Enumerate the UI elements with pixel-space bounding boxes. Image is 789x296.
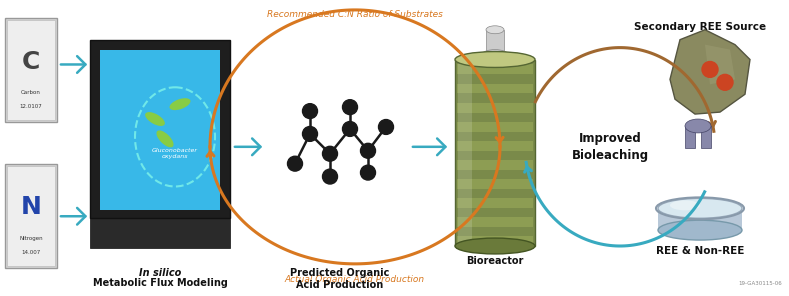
Text: 14.007: 14.007	[21, 250, 40, 255]
FancyBboxPatch shape	[90, 218, 230, 248]
FancyBboxPatch shape	[457, 160, 533, 170]
Circle shape	[361, 143, 376, 158]
Text: REE & Non-REE: REE & Non-REE	[656, 246, 744, 256]
Ellipse shape	[145, 112, 165, 126]
FancyBboxPatch shape	[7, 20, 55, 120]
Circle shape	[361, 165, 376, 180]
Polygon shape	[705, 45, 735, 84]
Ellipse shape	[670, 200, 700, 210]
Ellipse shape	[482, 50, 508, 59]
FancyBboxPatch shape	[701, 126, 711, 148]
FancyBboxPatch shape	[5, 164, 57, 268]
Text: Metabolic Flux Modeling: Metabolic Flux Modeling	[92, 278, 227, 288]
Polygon shape	[670, 30, 750, 114]
Circle shape	[323, 169, 338, 184]
Text: Recommended C:N Ratio of Substrates: Recommended C:N Ratio of Substrates	[267, 10, 443, 19]
Circle shape	[717, 74, 733, 90]
FancyBboxPatch shape	[457, 217, 533, 227]
Circle shape	[302, 126, 317, 141]
FancyBboxPatch shape	[457, 83, 533, 94]
FancyBboxPatch shape	[457, 236, 533, 246]
FancyBboxPatch shape	[457, 141, 533, 151]
Ellipse shape	[455, 238, 535, 254]
Text: C: C	[22, 50, 40, 74]
Text: N: N	[21, 195, 42, 219]
Text: 12.0107: 12.0107	[20, 104, 43, 109]
Circle shape	[323, 146, 338, 161]
Text: Predicted Organic
Acid Production: Predicted Organic Acid Production	[290, 268, 390, 290]
FancyBboxPatch shape	[486, 30, 504, 63]
Ellipse shape	[486, 26, 504, 34]
FancyBboxPatch shape	[458, 62, 472, 243]
Ellipse shape	[658, 198, 742, 218]
Ellipse shape	[170, 98, 190, 110]
Circle shape	[302, 104, 317, 118]
Ellipse shape	[658, 220, 742, 240]
Circle shape	[379, 120, 394, 134]
Circle shape	[342, 100, 357, 115]
FancyBboxPatch shape	[457, 65, 533, 74]
FancyBboxPatch shape	[100, 50, 220, 210]
Text: Gluconobacter
oxydans: Gluconobacter oxydans	[152, 148, 198, 159]
Text: Nitrogen: Nitrogen	[19, 236, 43, 241]
Text: Carbon: Carbon	[21, 90, 41, 95]
Circle shape	[342, 122, 357, 136]
Text: Secondary REE Source: Secondary REE Source	[634, 22, 766, 32]
Text: Actual Organic Acid Production: Actual Organic Acid Production	[285, 275, 425, 284]
FancyBboxPatch shape	[685, 126, 695, 148]
Ellipse shape	[685, 119, 711, 133]
FancyBboxPatch shape	[457, 198, 533, 208]
Ellipse shape	[455, 52, 535, 67]
Text: In silico: In silico	[139, 268, 181, 278]
Text: Bioreactor: Bioreactor	[466, 256, 524, 266]
FancyBboxPatch shape	[658, 208, 742, 230]
FancyBboxPatch shape	[457, 179, 533, 189]
FancyBboxPatch shape	[457, 122, 533, 132]
Text: 19-GA30115-06: 19-GA30115-06	[739, 281, 782, 286]
Ellipse shape	[156, 131, 174, 147]
FancyBboxPatch shape	[455, 59, 535, 246]
FancyBboxPatch shape	[5, 18, 57, 122]
FancyBboxPatch shape	[457, 103, 533, 112]
FancyBboxPatch shape	[7, 166, 55, 266]
Text: Improved
Bioleaching: Improved Bioleaching	[571, 132, 649, 162]
FancyBboxPatch shape	[90, 40, 230, 218]
Circle shape	[287, 156, 302, 171]
Circle shape	[702, 62, 718, 77]
